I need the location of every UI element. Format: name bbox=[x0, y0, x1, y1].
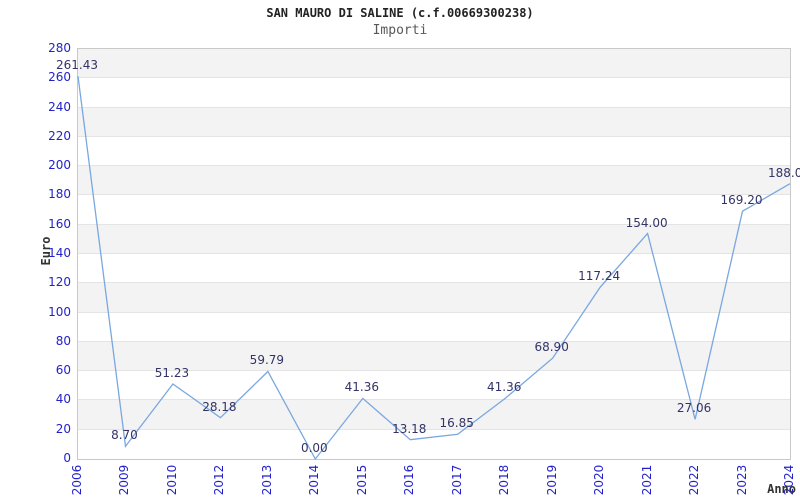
plot-bands bbox=[78, 49, 790, 459]
y-axis-title: Euro bbox=[39, 236, 53, 266]
y-tick-label: 240 bbox=[48, 99, 71, 114]
y-tick-label: 120 bbox=[48, 275, 71, 290]
plot-band bbox=[78, 107, 790, 137]
line-chart-svg bbox=[77, 76, 791, 461]
x-tick-label: 2013 bbox=[259, 464, 274, 496]
x-tick-label: 2022 bbox=[687, 464, 702, 496]
y-tick-label: 0 bbox=[63, 451, 71, 465]
plot-band bbox=[78, 283, 790, 313]
series-line bbox=[77, 76, 791, 461]
chart-title: SAN MAURO DI SALINE (c.f.00669300238) bbox=[266, 6, 534, 20]
plot-band bbox=[78, 78, 790, 108]
plot-band bbox=[78, 341, 790, 372]
y-tick-label: 180 bbox=[48, 187, 71, 202]
x-tick-label: 2016 bbox=[402, 464, 417, 496]
x-tick-label: 2020 bbox=[592, 464, 607, 496]
x-tick-label: 2014 bbox=[307, 464, 322, 496]
plot-band bbox=[78, 224, 790, 254]
y-tick-label: 280 bbox=[48, 41, 71, 55]
y-tick-label: 200 bbox=[48, 158, 71, 173]
x-tick-label: 2015 bbox=[354, 464, 369, 496]
y-tick-label: 260 bbox=[48, 70, 71, 85]
x-tick-label: 2010 bbox=[164, 464, 179, 496]
x-tick-label: 2018 bbox=[497, 464, 512, 496]
y-tick-label: 100 bbox=[48, 304, 71, 319]
plot-band bbox=[78, 429, 790, 459]
plot-area bbox=[77, 48, 791, 461]
y-tick-label: 140 bbox=[48, 246, 71, 260]
y-tick-label: 40 bbox=[55, 392, 71, 407]
y-tick-label: 20 bbox=[55, 421, 71, 436]
plot-band bbox=[78, 166, 790, 196]
plot-band bbox=[78, 400, 790, 430]
plot-band bbox=[78, 195, 790, 225]
y-tick-label: 160 bbox=[48, 216, 71, 231]
plot-band bbox=[78, 136, 790, 167]
x-tick-label: 2023 bbox=[734, 464, 749, 496]
y-tick-label: 220 bbox=[48, 128, 71, 143]
x-tick-label: 2021 bbox=[639, 464, 654, 496]
x-tick-label: 2017 bbox=[449, 464, 464, 496]
x-tick-label: 2012 bbox=[212, 464, 227, 496]
y-tick-label: 80 bbox=[55, 333, 71, 348]
plot-band bbox=[78, 253, 790, 284]
x-tick-label: 2006 bbox=[70, 464, 84, 496]
x-tick-label: 2019 bbox=[544, 464, 559, 496]
plot-band bbox=[78, 371, 790, 401]
chart-subtitle: Importi bbox=[372, 23, 428, 38]
y-tick-label: 60 bbox=[55, 363, 71, 378]
plot-band bbox=[78, 49, 790, 79]
x-axis-title: Anno bbox=[767, 482, 796, 496]
x-tick-label: 2009 bbox=[117, 464, 132, 496]
